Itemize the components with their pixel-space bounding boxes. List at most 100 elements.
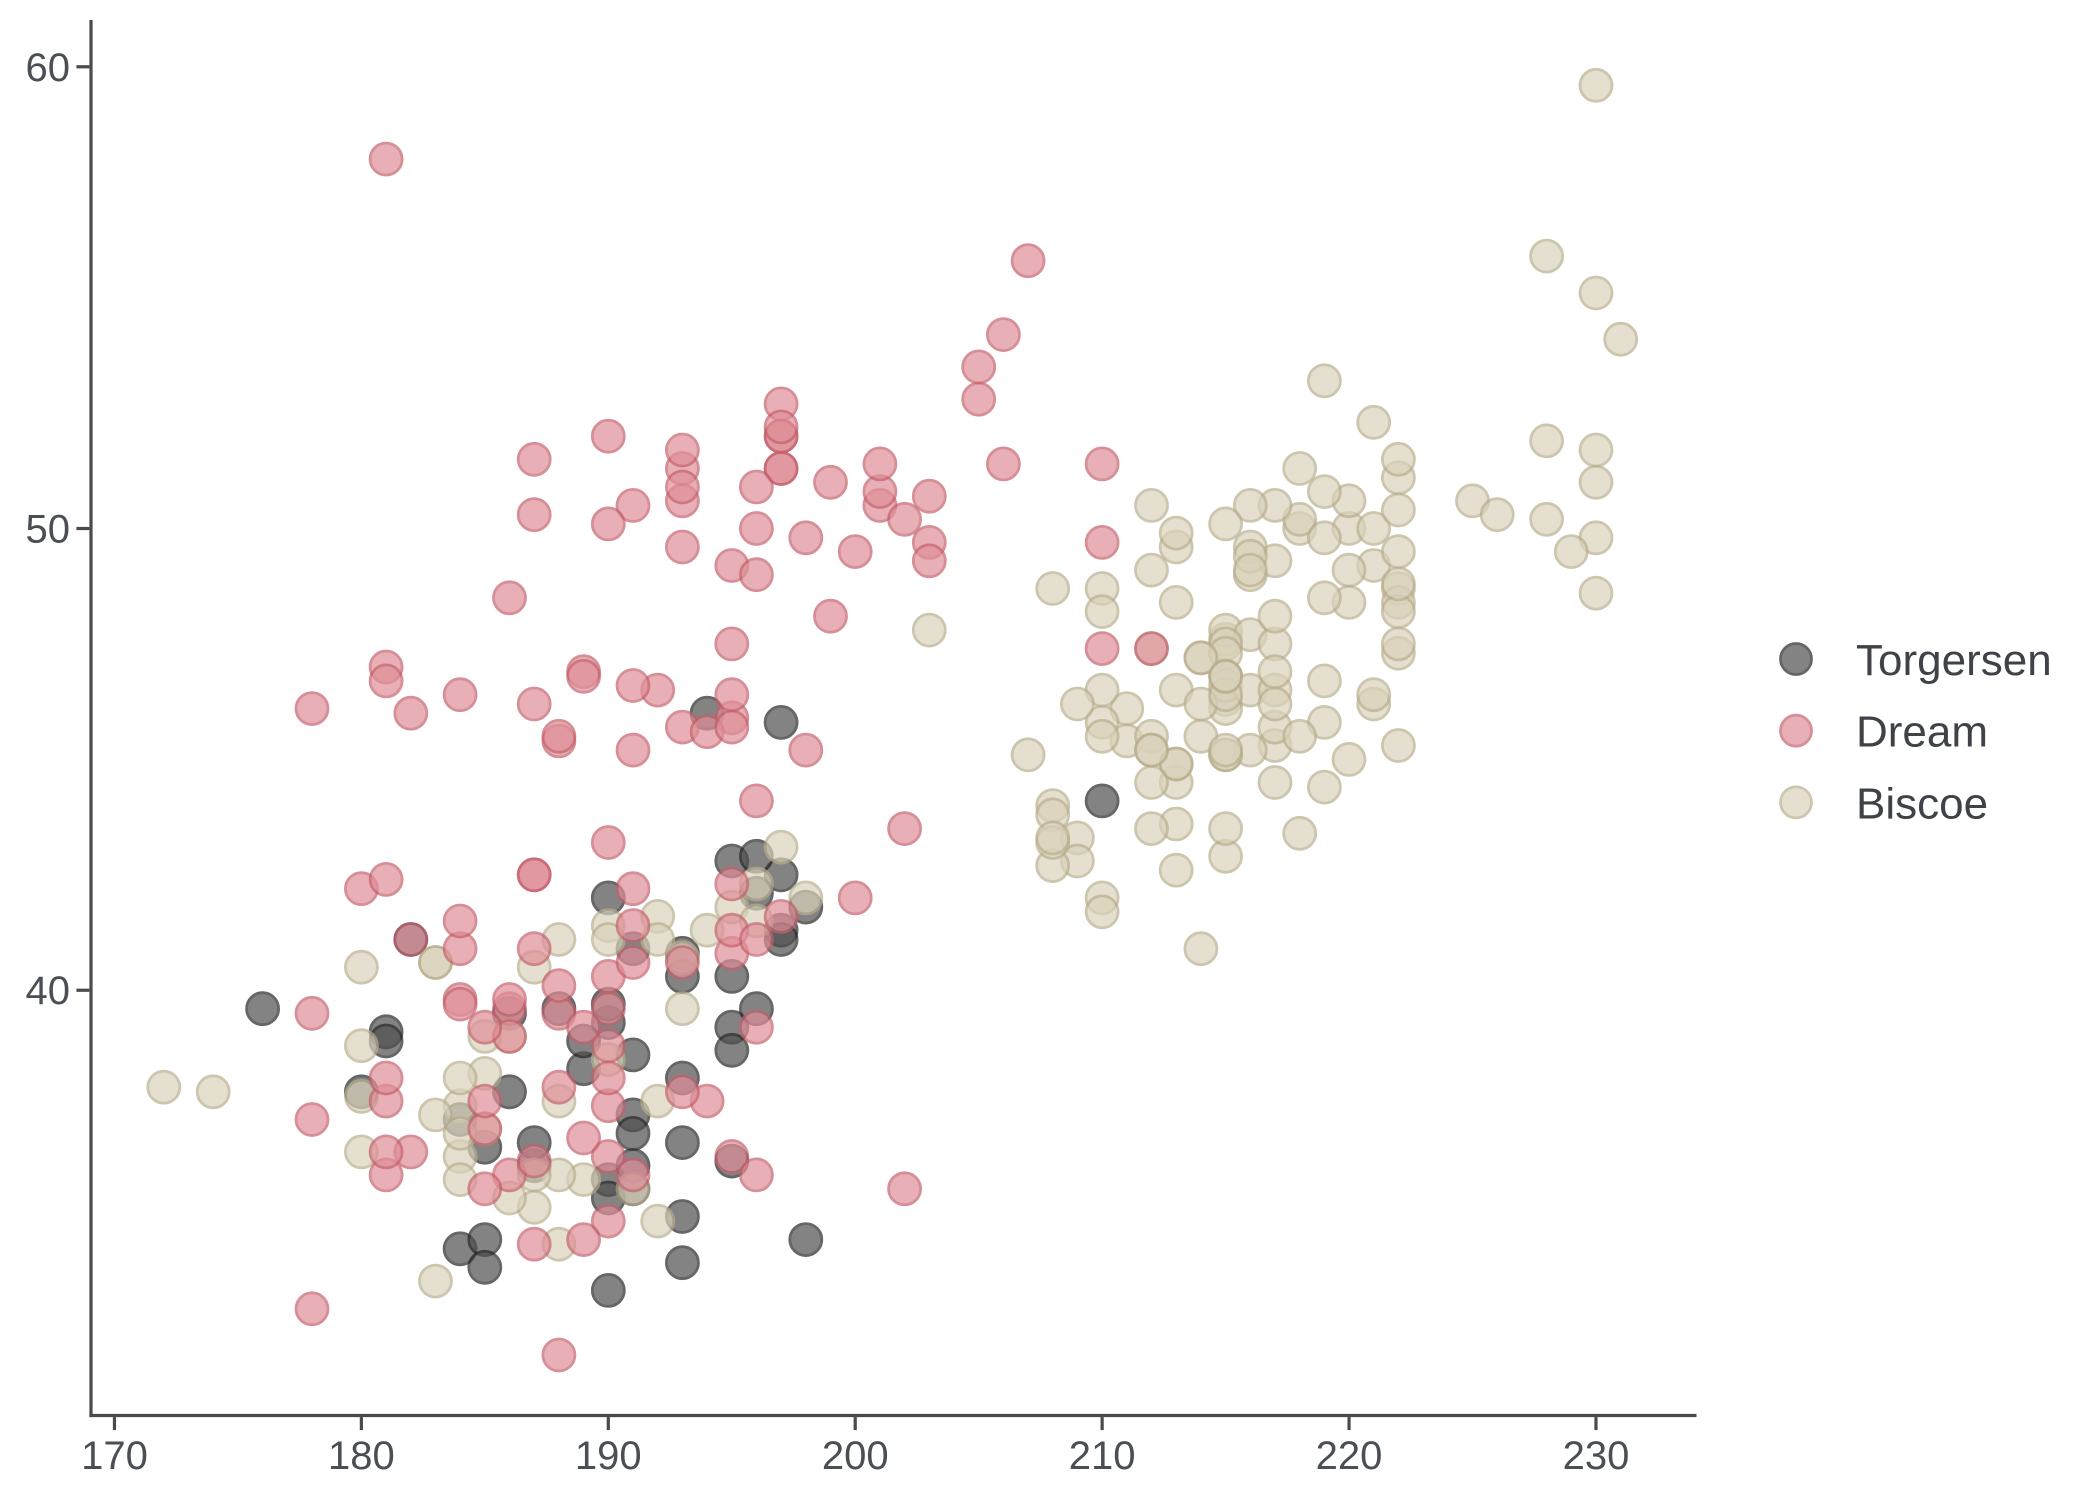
legend-label: Biscoe bbox=[1856, 779, 1988, 828]
data-point bbox=[566, 658, 601, 694]
data-point bbox=[862, 446, 898, 482]
data-point bbox=[1084, 446, 1120, 482]
data-point bbox=[1553, 534, 1589, 569]
data-point bbox=[1183, 640, 1219, 676]
data-point bbox=[1257, 598, 1293, 634]
data-point bbox=[1331, 552, 1367, 588]
data-point bbox=[1084, 631, 1120, 666]
legend: Torgersen Dream Biscoe bbox=[1779, 636, 2052, 828]
data-point bbox=[665, 469, 700, 505]
data-point bbox=[516, 1143, 552, 1179]
data-point bbox=[813, 464, 848, 500]
series-dream bbox=[294, 141, 1169, 1373]
data-point bbox=[294, 995, 330, 1031]
data-point bbox=[1208, 732, 1243, 768]
data-point bbox=[343, 949, 379, 985]
data-point bbox=[516, 686, 552, 722]
data-point bbox=[961, 381, 997, 417]
data-point bbox=[615, 668, 651, 703]
data-point bbox=[1331, 742, 1367, 777]
data-point bbox=[1010, 243, 1046, 279]
data-point bbox=[393, 922, 429, 957]
data-point bbox=[615, 908, 651, 943]
data-point bbox=[788, 1222, 824, 1257]
data-point bbox=[665, 945, 700, 980]
data-point bbox=[294, 691, 330, 726]
data-point bbox=[714, 626, 750, 662]
data-point bbox=[615, 732, 651, 768]
data-point bbox=[418, 1263, 453, 1299]
data-point bbox=[665, 529, 700, 565]
data-point bbox=[1307, 474, 1342, 510]
data-point bbox=[1232, 487, 1268, 523]
data-point bbox=[1578, 464, 1614, 500]
data-point bbox=[442, 903, 478, 939]
data-point bbox=[492, 982, 527, 1017]
data-point bbox=[1307, 663, 1342, 699]
data-point bbox=[739, 1157, 774, 1193]
data-point bbox=[467, 1171, 503, 1207]
series-biscoe bbox=[146, 67, 1639, 1299]
data-point bbox=[665, 991, 700, 1027]
data-point bbox=[1158, 585, 1194, 620]
data-point bbox=[739, 1009, 774, 1045]
data-point bbox=[541, 1069, 577, 1105]
data-point bbox=[1257, 654, 1293, 690]
data-point bbox=[1060, 686, 1095, 722]
legend-item-torgersen: Torgersen bbox=[1779, 636, 2052, 685]
legend-label: Torgersen bbox=[1856, 636, 2052, 685]
data-point bbox=[665, 432, 700, 468]
data-point bbox=[887, 501, 922, 537]
data-point bbox=[1282, 718, 1318, 754]
data-point bbox=[911, 612, 947, 648]
data-point bbox=[294, 1291, 330, 1327]
data-point bbox=[1578, 67, 1614, 103]
data-point bbox=[763, 899, 799, 934]
data-point bbox=[1208, 506, 1243, 542]
data-point bbox=[911, 478, 947, 514]
data-point bbox=[1134, 552, 1169, 588]
data-point bbox=[442, 986, 478, 1022]
data-point bbox=[640, 1203, 676, 1239]
data-point bbox=[739, 511, 774, 546]
data-point bbox=[1208, 811, 1243, 846]
data-point bbox=[368, 862, 404, 897]
data-point bbox=[1381, 626, 1416, 662]
data-point bbox=[887, 1171, 922, 1207]
data-point bbox=[1282, 451, 1318, 486]
data-point bbox=[1578, 432, 1614, 468]
legend-item-dream: Dream bbox=[1779, 708, 1988, 757]
data-point bbox=[442, 677, 478, 713]
data-point bbox=[615, 945, 651, 980]
data-point bbox=[294, 1102, 330, 1137]
x-tick-label: 190 bbox=[575, 1434, 642, 1478]
legend-item-biscoe: Biscoe bbox=[1779, 779, 1988, 828]
data-point bbox=[763, 829, 799, 865]
data-point bbox=[1257, 686, 1293, 722]
data-point bbox=[788, 732, 824, 768]
data-point bbox=[566, 1222, 601, 1257]
data-point bbox=[1084, 718, 1120, 754]
data-point bbox=[590, 506, 626, 542]
x-tick-label: 180 bbox=[328, 1434, 395, 1478]
y-tick-label: 40 bbox=[26, 969, 71, 1013]
data-point bbox=[714, 677, 750, 713]
data-point bbox=[1307, 769, 1342, 805]
data-point bbox=[714, 1032, 750, 1068]
data-point bbox=[1134, 631, 1169, 666]
data-point bbox=[590, 1273, 626, 1308]
data-point bbox=[986, 317, 1021, 353]
data-point bbox=[195, 1074, 231, 1110]
data-point bbox=[467, 1009, 503, 1045]
legend-key-torgersen bbox=[1779, 642, 1813, 676]
data-point bbox=[714, 866, 750, 902]
data-point bbox=[1158, 515, 1194, 551]
data-point bbox=[837, 534, 873, 569]
data-point bbox=[1381, 534, 1416, 569]
x-tick-label: 170 bbox=[81, 1434, 148, 1478]
data-point bbox=[1183, 931, 1219, 967]
data-point bbox=[1356, 511, 1392, 546]
data-point bbox=[1010, 737, 1046, 773]
